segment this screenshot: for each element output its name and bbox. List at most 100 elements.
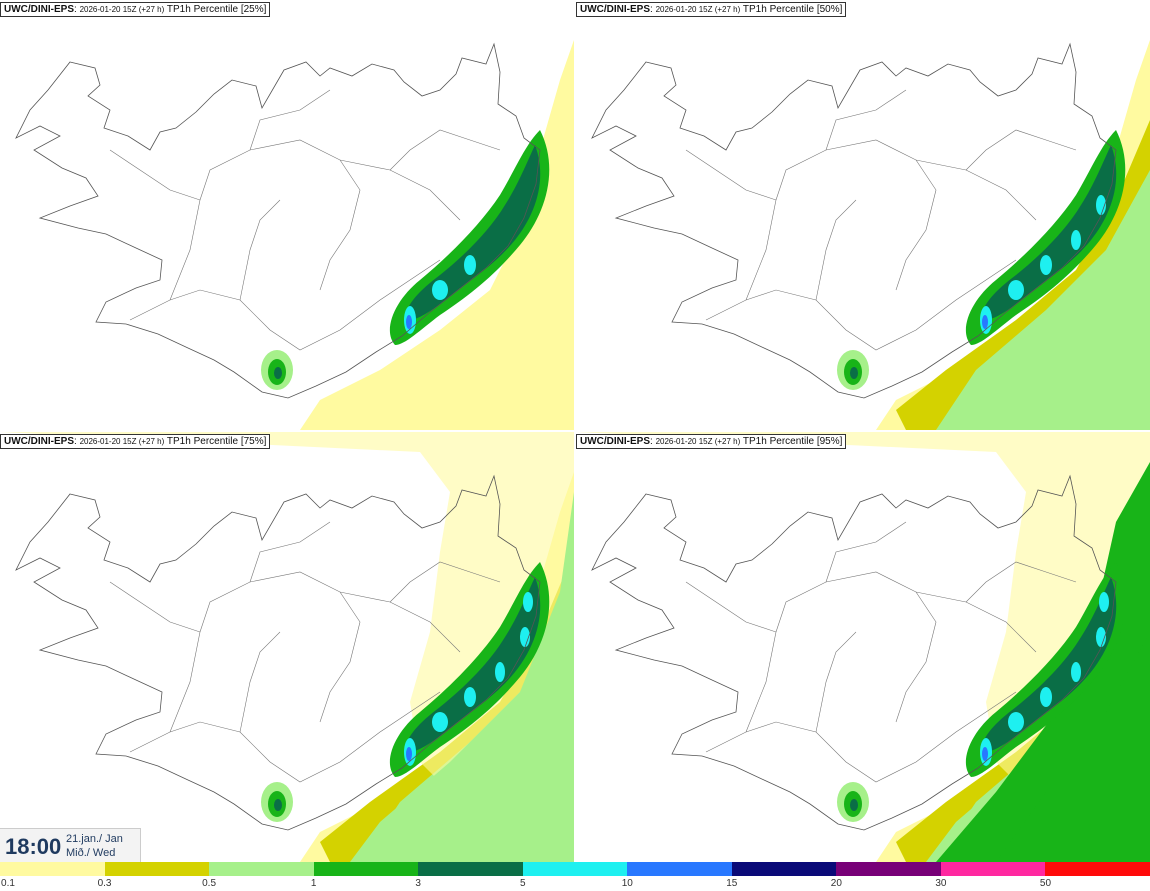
precip-core-5mm bbox=[1096, 195, 1106, 215]
road-line bbox=[109, 149, 201, 201]
panel-source: UWC/DINI-EPS bbox=[580, 436, 650, 447]
precip-band-3mm bbox=[981, 145, 1117, 321]
panel-p95: UWC/DINI-EPS: 2026-01-20 15Z (+27 h) TP1… bbox=[576, 432, 1150, 862]
precip-core-5mm bbox=[1071, 662, 1081, 682]
precip-core-5mm bbox=[464, 687, 476, 707]
panel-product: TP1h Percentile [75%] bbox=[166, 436, 267, 447]
precip-core-5mm bbox=[1040, 255, 1052, 275]
road-line bbox=[685, 581, 777, 633]
precip-core-5mm bbox=[464, 255, 476, 275]
road-line bbox=[389, 129, 501, 171]
road-line bbox=[965, 129, 1077, 171]
panel-title: UWC/DINI-EPS: 2026-01-20 15Z (+27 h) TP1… bbox=[0, 2, 271, 17]
road-line bbox=[129, 259, 441, 351]
panel-title: UWC/DINI-EPS: 2026-01-20 15Z (+27 h) TP1… bbox=[576, 2, 847, 17]
legend-swatch bbox=[731, 862, 837, 876]
coastline bbox=[15, 42, 541, 399]
precip-area-0-5 bbox=[350, 492, 574, 862]
road-line bbox=[815, 199, 857, 301]
road-line bbox=[895, 591, 937, 723]
precip-core-10mm bbox=[406, 315, 412, 329]
precip-core-5mm bbox=[495, 662, 505, 682]
legend-tick-label: 5 bbox=[519, 878, 526, 889]
precip-core-10mm bbox=[982, 747, 988, 761]
legend-swatch bbox=[313, 862, 419, 876]
legend-tick-label: 20 bbox=[830, 878, 842, 889]
valid-time: 18:00 bbox=[5, 834, 62, 859]
precip-core-5mm bbox=[520, 627, 530, 647]
legend-swatch bbox=[940, 862, 1046, 876]
panel-title: UWC/DINI-EPS: 2026-01-20 15Z (+27 h) TP1… bbox=[0, 434, 271, 449]
legend-color-bar bbox=[0, 862, 1150, 876]
valid-date: 21.jan./ Jan bbox=[66, 833, 123, 845]
precip-cell-sw bbox=[274, 799, 282, 811]
precip-core-5mm bbox=[1071, 230, 1081, 250]
panel-source: UWC/DINI-EPS bbox=[4, 436, 74, 447]
panel-run: 2026-01-20 15Z (+27 h) bbox=[79, 437, 165, 446]
road-line bbox=[815, 631, 857, 733]
legend-tick-label: 15 bbox=[726, 878, 738, 889]
precip-cell-sw bbox=[850, 799, 858, 811]
road-line bbox=[745, 571, 1037, 733]
road-line bbox=[129, 691, 441, 783]
precip-cell-sw bbox=[274, 367, 282, 379]
panel-title: UWC/DINI-EPS: 2026-01-20 15Z (+27 h) TP1… bbox=[576, 434, 847, 449]
legend-swatch bbox=[418, 862, 523, 876]
legend-tick-label: 0.3 bbox=[97, 878, 112, 889]
panel-run: 2026-01-20 15Z (+27 h) bbox=[79, 5, 165, 14]
precip-core-5mm bbox=[432, 712, 448, 732]
precip-core-5mm bbox=[432, 280, 448, 300]
precip-core-10mm bbox=[982, 315, 988, 329]
road-line bbox=[745, 139, 1037, 301]
precip-core-10mm bbox=[406, 747, 412, 761]
legend-tick-label: 1 bbox=[310, 878, 317, 889]
panel-run: 2026-01-20 15Z (+27 h) bbox=[655, 437, 741, 446]
road-line bbox=[705, 259, 1017, 351]
valid-weekday: Mið./ Wed bbox=[66, 847, 116, 859]
legend-tick-label: 3 bbox=[415, 878, 421, 889]
road-line bbox=[249, 521, 331, 583]
precip-core-5mm bbox=[1040, 687, 1052, 707]
legend-tick-label: 10 bbox=[621, 878, 633, 889]
road-line bbox=[389, 561, 501, 603]
precip-band-3mm bbox=[405, 577, 541, 753]
road-line bbox=[825, 89, 907, 151]
legend-swatch bbox=[104, 862, 210, 876]
legend-tick-label: 0.1 bbox=[1, 878, 15, 889]
road-line bbox=[319, 591, 361, 723]
panel-source: UWC/DINI-EPS bbox=[4, 4, 74, 15]
precip-cell-sw bbox=[850, 367, 858, 379]
coastline bbox=[591, 474, 1117, 831]
precip-band-3mm bbox=[405, 145, 541, 321]
panel-product: TP1h Percentile [95%] bbox=[742, 436, 843, 447]
precip-area-light bbox=[576, 432, 1150, 862]
road-line bbox=[239, 199, 281, 301]
precip-core-5mm bbox=[523, 592, 533, 612]
road-line bbox=[319, 159, 361, 291]
precip-area-1 bbox=[996, 632, 1150, 862]
precip-core-5mm bbox=[1008, 712, 1024, 732]
road-line bbox=[109, 581, 201, 633]
panel-run: 2026-01-20 15Z (+27 h) bbox=[655, 5, 741, 14]
panel-p25: UWC/DINI-EPS: 2026-01-20 15Z (+27 h) TP1… bbox=[0, 0, 574, 430]
road-line bbox=[965, 561, 1077, 603]
precip-area-0-5 bbox=[936, 170, 1150, 430]
precipitation-map bbox=[576, 432, 1150, 862]
road-line bbox=[825, 521, 907, 583]
precipitation-map bbox=[591, 40, 1150, 430]
legend-swatch bbox=[627, 862, 732, 876]
road-line bbox=[249, 89, 331, 151]
precip-area-light bbox=[0, 432, 574, 862]
precipitation-map bbox=[0, 432, 574, 862]
road-line bbox=[705, 691, 1017, 783]
road-line bbox=[169, 139, 461, 301]
precip-band-3mm bbox=[981, 577, 1117, 753]
panel-p75: UWC/DINI-EPS: 2026-01-20 15Z (+27 h) TP1… bbox=[0, 432, 574, 862]
road-line bbox=[239, 631, 281, 733]
valid-time-box: 18:00 21.jan./ Jan Mið./ Wed bbox=[0, 828, 141, 863]
precipitation-map bbox=[15, 40, 574, 430]
legend-swatch bbox=[0, 862, 105, 876]
panel-product: TP1h Percentile [25%] bbox=[166, 4, 267, 15]
legend-swatch bbox=[522, 862, 628, 876]
precip-area-light bbox=[300, 40, 574, 430]
